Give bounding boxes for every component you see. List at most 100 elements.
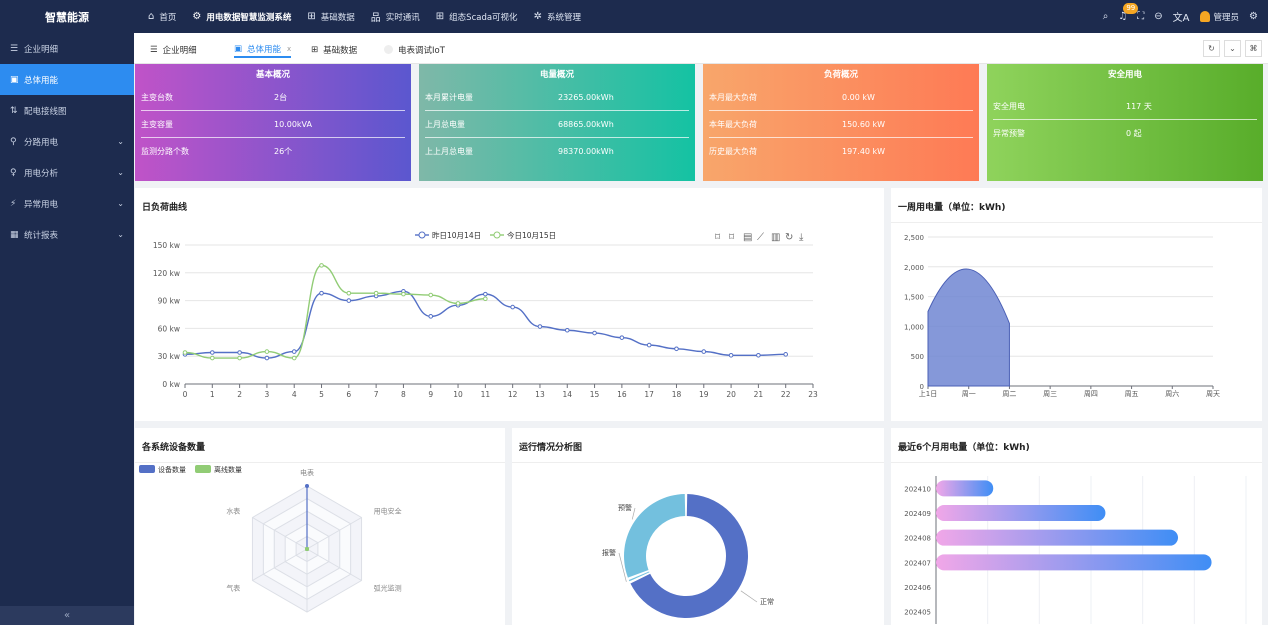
divider (891, 222, 1262, 223)
tab-label: 基础数据 (323, 45, 358, 56)
topnav-label: 基础数据 (320, 12, 355, 23)
topnav-item-0[interactable]: ⌂ 首页 (148, 11, 176, 23)
panel-title: 运行情况分析图 (519, 443, 583, 453)
fullscreen-icon[interactable]: ⛶ (1137, 11, 1145, 22)
settings-icon[interactable]: ⚙ (1249, 11, 1258, 22)
data-point (783, 352, 788, 357)
devices-panel: 各系统设备数量 电表 用电安全 弧光监测 气表 水表 设备数量 离线数量 (135, 428, 505, 625)
card-row: 主变容量 10.00kVA (141, 111, 405, 138)
x-tick-label: 0 (183, 390, 188, 399)
refresh-icon[interactable]: ↻ (1203, 40, 1220, 57)
data-point (455, 301, 461, 306)
sidebar-item-5[interactable]: ⚡ 异常用电 ⌄ (0, 188, 134, 219)
topnav-item-1[interactable]: ⚙ 用电数据智慧监测系统 (192, 11, 291, 23)
card-row-label: 主变台数 (141, 92, 173, 102)
sidebar-item-label: 异常用电 (24, 199, 59, 210)
sidebar-item-6[interactable]: ▦ 统计报表 ⌄ (0, 219, 134, 250)
pie-label: 预警 (618, 503, 632, 512)
x-tick-label: 周五 (1125, 390, 1139, 398)
tab-3[interactable]: 电表调试IoT (384, 41, 445, 58)
radar-indicator-label: 弧光监测 (374, 584, 402, 593)
topnav-label: 用电数据智慧监测系统 (206, 12, 292, 23)
card-row-value: 23265.00kWh (558, 92, 614, 102)
radar-axis (252, 517, 308, 550)
y-tick-label: 202409 (904, 510, 931, 518)
sidebar-collapse-button[interactable]: « (0, 606, 134, 625)
y-tick-label: 202406 (904, 584, 931, 592)
divider (512, 462, 884, 463)
topnav-label: 实时通讯 (385, 12, 420, 23)
toolbox-icon: ▤ (743, 232, 752, 243)
data-point (510, 304, 515, 310)
y-tick-label: 30 kw (158, 352, 180, 361)
pie-slice-2 (624, 494, 686, 578)
card-row: 安全用电 117 天 (993, 93, 1257, 120)
card-row-value: 10.00kVA (274, 119, 312, 129)
user-menu[interactable]: 管理员 (1199, 11, 1239, 23)
x-tick-label: 6 (346, 390, 351, 399)
data-point (428, 314, 434, 319)
tab-2[interactable]: ⊞ 基础数据 (311, 41, 357, 58)
x-tick-label: 1 (210, 390, 215, 399)
tab-1[interactable]: ▣ 总体用能 x (234, 41, 292, 58)
sidebar-item-0[interactable]: ☰ 企业明细 (0, 33, 134, 64)
radar-indicator-label: 水表 (226, 507, 240, 516)
x-tick-label: 9 (428, 390, 433, 399)
y-tick-label: 0 kw (162, 380, 180, 389)
data-point (210, 355, 215, 361)
topnav-item-2[interactable]: ⊞ 基础数据 (307, 11, 354, 23)
expand-icon[interactable]: ⌘ (1245, 40, 1262, 57)
bar-2 (936, 529, 1179, 546)
topnav-label: 首页 (159, 12, 177, 23)
tabs-bar: ☰ 企业明细 ▣ 总体用能 x ⊞ 基础数据 电表调试IoT ↻ ⌄ ⌘ (134, 33, 1268, 64)
pie-label-line (618, 552, 627, 582)
bar-1 (936, 505, 1106, 521)
search-icon[interactable]: ⌕ (1102, 11, 1109, 22)
x-tick-label: 周四 (1084, 390, 1098, 398)
close-icon[interactable]: x (287, 44, 292, 53)
bar-0 (936, 480, 994, 497)
sidebar-item-4[interactable]: ♀ 用电分析 ⌄ (0, 157, 134, 188)
status-chart: 正常 报警 预警 (602, 494, 774, 618)
radar-point (305, 484, 309, 488)
card-row: 上月总电量 68865.00kWh (425, 111, 689, 138)
topnav-item-4[interactable]: ⊞ 组态Scada可视化 (436, 11, 518, 23)
card-row-label: 上月总电量 (425, 119, 465, 129)
y-tick-label: 2,000 (904, 264, 924, 272)
sidebar-item-3[interactable]: ⚲ 分路用电 ⌄ (0, 126, 134, 157)
card-title: 基本概况 (255, 70, 290, 80)
chevron-down-icon: ⌄ (117, 199, 124, 208)
tab-0[interactable]: ☰ 企业明细 (150, 41, 197, 58)
divider (135, 462, 505, 463)
y-tick-label: 202408 (904, 535, 931, 543)
panel-title: 一周用电量（单位：kWh) (898, 203, 1006, 213)
topnav-item-3[interactable]: 品实时通讯 (371, 9, 420, 25)
panel-title: 最近6个月用电量（单位：kWh) (898, 443, 1030, 453)
card-row-value: 68865.00kWh (558, 119, 614, 129)
tab-label: 企业明细 (162, 45, 197, 56)
x-tick-label: 周三 (1043, 390, 1057, 398)
divider (891, 462, 1262, 463)
data-point (428, 292, 434, 298)
data-point (674, 346, 679, 352)
data-point (373, 290, 379, 296)
chevron-down-icon[interactable]: ⌄ (1224, 40, 1241, 57)
chevron-down-icon: ⌄ (117, 137, 124, 146)
data-point (756, 352, 761, 358)
topnav-item-5[interactable]: ✲ 系统管理 (534, 11, 581, 23)
lock-icon[interactable]: ⊖ (1154, 11, 1163, 22)
analysis-icon: ♀ (10, 167, 17, 178)
card-row: 异常预警 0 起 (993, 120, 1257, 147)
data-point (483, 291, 488, 297)
y-tick-label: 202410 (904, 485, 931, 493)
card-row-value: 150.60 kW (842, 119, 886, 129)
language-icon[interactable]: 文A (1172, 13, 1190, 24)
overview-icon: ▣ (10, 74, 19, 85)
notification-bell[interactable]: ♫ 99 (1118, 3, 1139, 22)
data-point (264, 355, 270, 361)
sidebar-item-1[interactable]: ▣ 总体用能 (0, 64, 134, 95)
data-point (483, 296, 488, 302)
sidebar-item-2[interactable]: ⇅ 配电接线图 (0, 95, 134, 126)
x-tick-label: 周天 (1206, 390, 1220, 398)
